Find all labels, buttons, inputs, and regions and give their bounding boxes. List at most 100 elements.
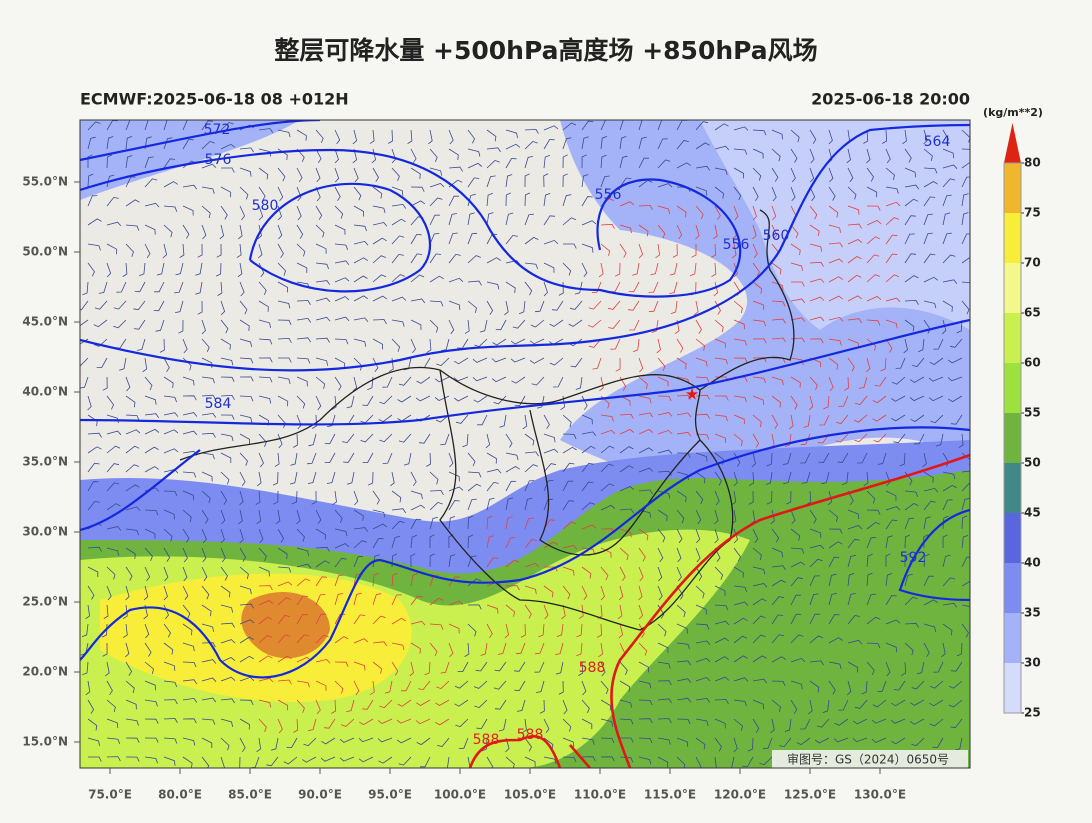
wind-barb <box>714 718 726 729</box>
colorbar-tick-label: 40 <box>1024 556 1041 570</box>
wind-barb <box>220 490 228 505</box>
wind-barb <box>358 756 374 763</box>
lon-tick-label: 90.0°E <box>298 788 342 802</box>
wind-barb <box>619 155 628 169</box>
wind-barb <box>600 547 612 558</box>
wind-barb <box>752 547 762 561</box>
wind-barb <box>904 490 919 497</box>
wind-barb <box>163 224 173 238</box>
wind-barb <box>182 490 194 501</box>
wind-barb <box>676 528 683 544</box>
wind-barb <box>163 718 178 724</box>
wind-barb <box>543 193 551 207</box>
wind-barb <box>562 521 577 530</box>
wind-barb <box>182 395 197 401</box>
wind-barb <box>106 680 113 696</box>
wind-barb <box>555 661 564 675</box>
wind-barb <box>676 140 689 150</box>
wind-barb <box>885 535 893 549</box>
wind-barb <box>237 262 243 278</box>
wind-barb <box>448 500 460 511</box>
wind-barb <box>809 205 818 220</box>
wind-barb <box>790 594 801 606</box>
wind-barb <box>620 737 634 743</box>
wind-barb <box>581 718 593 730</box>
wind-barb <box>315 357 329 366</box>
wind-barb <box>598 642 604 658</box>
wind-barb <box>362 395 374 406</box>
wind-barb <box>904 299 919 305</box>
wind-barb <box>358 737 374 743</box>
wind-barb <box>524 128 539 134</box>
wind-barb <box>378 414 393 423</box>
wind-barb <box>296 547 309 556</box>
wind-barb <box>390 471 395 487</box>
wind-barb <box>657 680 672 686</box>
wind-barb <box>486 129 497 142</box>
wind-barb <box>197 300 203 315</box>
wind-barb <box>353 167 359 183</box>
wind-barb <box>847 615 860 625</box>
wind-barb <box>942 212 951 226</box>
wind-barb <box>714 699 729 705</box>
contour <box>80 318 970 426</box>
wind-barb <box>752 395 765 406</box>
wind-barb <box>315 262 329 270</box>
wind-barb <box>866 254 880 264</box>
wind-barb <box>563 243 577 249</box>
wind-barb <box>416 376 431 384</box>
wind-barb <box>714 737 722 752</box>
wind-barb <box>397 395 412 403</box>
wind-barb <box>847 593 856 606</box>
wind-barb <box>828 276 843 283</box>
wind-barb <box>80 300 89 311</box>
wind-barb <box>632 262 640 276</box>
wind-barb <box>904 198 919 207</box>
wind-barb <box>220 509 226 525</box>
wind-barb <box>201 677 217 682</box>
wind-barb <box>770 718 775 734</box>
wind-barb <box>514 395 526 407</box>
wind-barb <box>942 554 951 568</box>
wind-barb <box>277 395 289 407</box>
wind-barb <box>619 680 630 692</box>
wind-barb <box>486 515 493 530</box>
wind-barb <box>353 490 359 506</box>
contour-label: 560 <box>763 228 790 244</box>
wind-barb <box>133 319 146 330</box>
wind-barb <box>828 357 839 370</box>
wind-barb <box>239 619 255 625</box>
wind-barb <box>334 661 349 667</box>
wind-barb <box>332 490 337 506</box>
wind-barb <box>885 573 893 587</box>
wind-barb <box>410 642 421 654</box>
wind-barb <box>410 490 423 500</box>
wind-barb <box>175 262 184 276</box>
wind-barb <box>144 466 160 473</box>
subtitle-right: 2025-06-18 20:00 <box>811 90 970 109</box>
wind-barb <box>801 471 811 484</box>
pw-field <box>700 120 970 330</box>
wind-barb <box>904 233 915 245</box>
lon-tick-label: 75.0°E <box>88 788 132 802</box>
wind-barb <box>144 243 151 259</box>
colorbar-tick-label: 80 <box>1024 156 1041 170</box>
wind-barb <box>581 699 590 714</box>
wind-barb <box>576 623 583 638</box>
wind-barb <box>866 220 882 226</box>
wind-barb <box>273 490 279 505</box>
wind-barb <box>201 140 215 150</box>
wind-barb <box>87 500 100 511</box>
wind-barb <box>731 490 737 506</box>
wind-barb <box>448 195 460 207</box>
wind-barb <box>917 338 925 353</box>
wind-barb <box>291 490 298 505</box>
contour-label: 592 <box>900 550 927 566</box>
wind-barb <box>258 600 274 606</box>
wind-barb <box>391 661 399 676</box>
wind-barb <box>163 756 176 766</box>
wind-barb <box>255 490 261 506</box>
wind-barb <box>420 756 431 768</box>
wind-barb <box>315 395 322 411</box>
wind-barb <box>239 300 248 315</box>
